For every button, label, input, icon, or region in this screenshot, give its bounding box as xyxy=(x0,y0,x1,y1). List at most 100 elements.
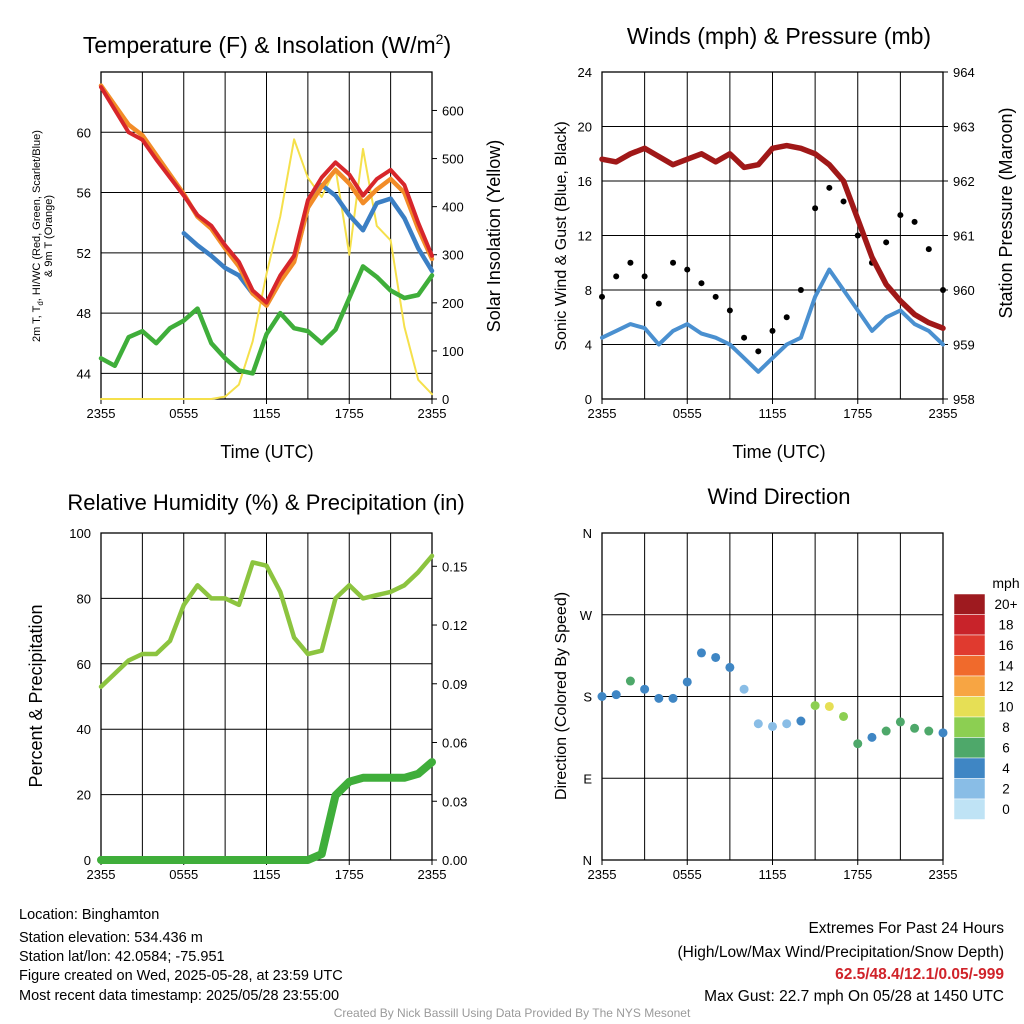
gust-point xyxy=(911,218,918,225)
gust-point xyxy=(698,280,705,287)
rh-xtick-label: 0555 xyxy=(169,867,198,882)
wind-xtick-label: 0555 xyxy=(673,406,702,421)
wind-ytick-right-label: 958 xyxy=(953,392,975,407)
colorbar-label: 4 xyxy=(1002,761,1010,776)
temp-axes: 2355 0555 1155 1755 235544485256600100200300… xyxy=(77,71,464,421)
direction-point xyxy=(853,739,863,749)
temp-ytick-right-label: 300 xyxy=(442,248,464,263)
pressure-line xyxy=(599,142,946,331)
gust-point xyxy=(684,266,691,273)
colorbar-label: 20+ xyxy=(995,597,1018,612)
direction-point xyxy=(924,726,934,736)
colorbar-label: 10 xyxy=(998,700,1013,715)
temperature-line xyxy=(99,85,434,305)
direction-point xyxy=(938,728,948,738)
gust-point xyxy=(826,184,833,191)
wind-axes: 2355 0555 1155 1755 235504812162024958959960… xyxy=(578,65,975,421)
colorbar-label: 0 xyxy=(1002,802,1010,817)
rh-xtick-label: 1755 xyxy=(335,867,364,882)
dir-xtick-label: 2355 xyxy=(929,867,958,882)
temp-ytick-right-label: 0 xyxy=(442,392,449,407)
gust-point xyxy=(883,239,890,246)
dir-ytick-label: W xyxy=(580,608,593,623)
temp-ytick-right-label: 200 xyxy=(442,296,464,311)
wind-xtick-label: 2355 xyxy=(929,406,958,421)
direction-point xyxy=(824,701,834,711)
colorbar-label: 8 xyxy=(1002,720,1010,735)
direction-point xyxy=(668,693,678,703)
colorbar-swatch xyxy=(953,798,986,820)
colorbar-swatch xyxy=(953,757,986,779)
wind-ytick-label: 24 xyxy=(578,65,592,80)
temp-ytick-label: 60 xyxy=(77,125,91,140)
t9m-line xyxy=(98,83,435,308)
colorbar-swatch xyxy=(953,634,986,656)
winds-xlabel: Time (UTC) xyxy=(732,442,825,462)
colorbar-label: 18 xyxy=(998,618,1013,633)
gust-point xyxy=(940,287,946,293)
gust-point xyxy=(854,232,861,239)
direction-point xyxy=(810,701,820,711)
direction-point xyxy=(739,684,749,694)
colorbar-swatch xyxy=(953,716,986,738)
rh-ytick-label: 100 xyxy=(69,526,91,541)
direction-point xyxy=(725,662,735,672)
rh-xtick-label: 2355 xyxy=(87,867,116,882)
rh-ytick-right-label: 0.06 xyxy=(442,736,467,751)
direction-point xyxy=(625,676,635,686)
colorbar-label: 12 xyxy=(998,679,1013,694)
direction-point xyxy=(768,721,777,731)
wind-ytick-label: 20 xyxy=(578,120,592,135)
direction-point xyxy=(796,716,806,726)
gust-point-group xyxy=(599,184,946,355)
direction-point xyxy=(881,726,891,736)
wind-ytick-right-label: 961 xyxy=(953,229,975,244)
dewpoint-line xyxy=(98,264,435,376)
temp-ytick-right-label: 400 xyxy=(442,200,464,215)
winds-ylabel: Sonic Wind & Gust (Blue, Black) xyxy=(553,121,570,350)
humidity-ylabel: Percent & Precipitation xyxy=(26,604,46,787)
rh-ytick-right-label: 0.09 xyxy=(442,677,467,692)
wind-ytick-label: 16 xyxy=(578,174,592,189)
wind-direction-title: Wind Direction xyxy=(707,484,850,509)
info-latlon: Station lat/lon: 42.0584; -75.951 xyxy=(19,949,225,965)
gust-point xyxy=(641,273,648,280)
direction-point xyxy=(867,732,877,742)
direction-point xyxy=(640,684,650,694)
direction-point xyxy=(753,719,763,729)
wind-frame xyxy=(601,71,944,400)
rh-ytick-label: 40 xyxy=(77,722,91,737)
gust-point xyxy=(783,314,790,321)
gust-point xyxy=(655,300,662,307)
humidity-title: Relative Humidity (%) & Precipitation (i… xyxy=(67,490,464,515)
temperature-ylabel-line2: & 9m T (Orange) xyxy=(43,195,55,277)
temp-ytick-right-label: 500 xyxy=(442,152,464,167)
temp-xtick-label: 2355 xyxy=(87,406,116,421)
rh-ytick-right-label: 0.12 xyxy=(442,618,467,633)
gust-point xyxy=(712,293,719,300)
temp-ytick-label: 52 xyxy=(77,246,91,261)
colorbar-title: mph xyxy=(992,575,1019,591)
temp-ytick-right-label: 600 xyxy=(442,103,464,118)
temp-xtick-label: 0555 xyxy=(169,406,198,421)
humidity-line xyxy=(98,553,435,689)
gust-point xyxy=(797,287,804,293)
temperature-xlabel: Time (UTC) xyxy=(220,442,313,462)
winds-panel: Winds (mph) & Pressure (mb) Time (UTC) S… xyxy=(553,23,1016,462)
wind-ytick-right-label: 959 xyxy=(953,338,975,353)
gust-point xyxy=(726,307,733,314)
rh-xtick-label: 1155 xyxy=(253,867,281,882)
gust-point xyxy=(627,259,634,266)
rh-ytick-right-label: 0.15 xyxy=(442,559,467,574)
wind-ytick-right-label: 964 xyxy=(953,65,975,80)
direction-point xyxy=(597,692,607,701)
temperature-panel: Temperature (F) & Insolation (W/m2) Time… xyxy=(31,31,504,462)
gust-point xyxy=(670,259,677,266)
max-gust: Max Gust: 22.7 mph On 05/28 at 1450 UTC xyxy=(704,988,1004,1005)
temp-xtick-label: 1755 xyxy=(335,406,364,421)
direction-point xyxy=(654,693,664,703)
wind-xtick-label: 2355 xyxy=(588,406,617,421)
rh-ytick-label: 80 xyxy=(77,591,91,606)
wind-ytick-label: 12 xyxy=(578,229,592,244)
